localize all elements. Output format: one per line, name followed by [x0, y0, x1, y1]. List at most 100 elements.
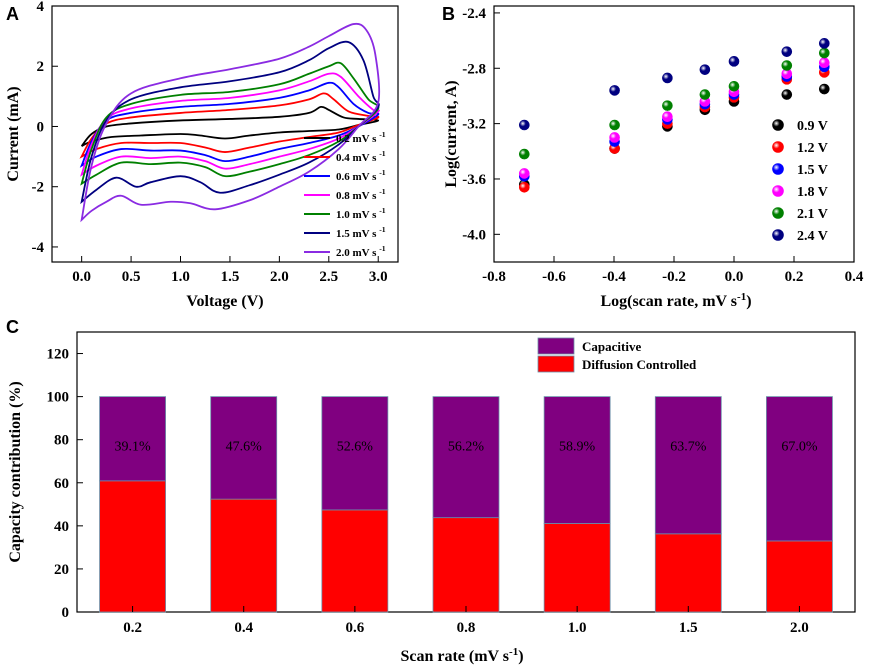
- chart-b-legend-marker: [772, 207, 784, 219]
- chart-a: 0.0 0.5 1.0 1.5 2.0 2.5 3.0 -4 -2 0 2 4 0.2 mV s -…: [5, 0, 399, 310]
- chart-a-legend-label: 0.8 mV s -1: [336, 187, 386, 202]
- panel-label-b: B: [442, 4, 455, 24]
- chart-a-curves: [79, 22, 381, 223]
- chart-b-legend-label: 2.4 V: [797, 229, 828, 244]
- chart-a-y-axis: -4 -2 0 2 4: [32, 0, 58, 256]
- chart-b-legend-label: 1.2 V: [797, 141, 828, 156]
- chart-b-point: [609, 119, 620, 131]
- chart-c-legend-label: Diffusion Controlled: [582, 357, 697, 372]
- chart-c-legend-swatch: [537, 337, 575, 355]
- chart-c-bar-capacitive: [210, 396, 278, 500]
- chart-c-y-tick-label: 120: [47, 347, 70, 363]
- chart-b-point: [518, 168, 530, 179]
- panel-label-c: C: [6, 317, 19, 337]
- chart-b-point: [818, 83, 830, 95]
- chart-b-legend-marker: [772, 229, 784, 241]
- chart-a-x-tick-label: 0.5: [122, 269, 141, 285]
- chart-a-legend-label: 0.4 mV s -1: [336, 149, 386, 164]
- chart-b-point: [518, 148, 530, 160]
- chart-c-x-tick-label: 0.2: [123, 620, 142, 636]
- chart-a-legend-label: 1.5 mV s -1: [336, 225, 386, 240]
- chart-c-legend-label: Capacitive: [582, 339, 641, 354]
- chart-c-bar-capacitive: [432, 396, 500, 519]
- chart-b-point: [662, 100, 673, 111]
- chart-b-y-tick-label: -3.6: [462, 172, 486, 188]
- chart-b-y-axis: -4.0 -3.6 -3.2 -2.8 -2.4: [462, 6, 500, 243]
- chart-b-point: [518, 119, 530, 131]
- chart-c-bar-diffusion: [432, 517, 500, 613]
- chart-a-x-tick-label: 1.0: [171, 269, 190, 285]
- chart-b-x-tick-label: -0.2: [662, 269, 686, 285]
- chart-b-point: [518, 181, 530, 193]
- chart-c-bar-diffusion: [654, 533, 722, 613]
- chart-a-y-tick-label: -2: [32, 180, 45, 196]
- chart-c-x-tick-label: 0.8: [457, 620, 476, 636]
- chart-b-x-tick-label: -0.6: [542, 269, 566, 285]
- chart-b-x-tick-label: -0.8: [482, 269, 506, 285]
- chart-c-ylabel: Capacity contribution (%): [7, 381, 24, 562]
- chart-b-point: [781, 60, 793, 71]
- chart-a-x-tick-label: 2.0: [270, 269, 289, 285]
- chart-c-y-tick-label: 20: [54, 562, 69, 578]
- chart-b-point: [728, 56, 740, 67]
- chart-c-bar-diffusion: [543, 523, 611, 613]
- chart-c-bar-diffusion: [99, 480, 166, 613]
- chart-b-x-tick-label: 0.0: [725, 269, 744, 285]
- chart-b-legend: 0.9 V 1.2 V 1.5 V 1.8 V 2.1 V 2.4 V: [772, 119, 828, 244]
- chart-b-point: [609, 85, 620, 96]
- chart-c-y-tick-label: 60: [54, 476, 69, 492]
- chart-c-data-label: 47.6%: [226, 440, 263, 455]
- chart-c-x-tick-label: 1.0: [568, 620, 587, 636]
- chart-b-legend-marker: [772, 163, 784, 175]
- chart-b-y-tick-label: -2.8: [462, 61, 486, 77]
- chart-a-x-tick-label: 2.5: [319, 269, 338, 285]
- panel-label-a: A: [6, 4, 19, 24]
- chart-b-xlabel: Log(scan rate, mV s-1): [600, 291, 751, 310]
- chart-b-legend-marker: [772, 119, 784, 131]
- chart-b-point: [818, 38, 830, 49]
- chart-c-data-label: 67.0%: [781, 440, 818, 455]
- chart-a-curve: [80, 72, 380, 177]
- chart-b-legend-label: 2.1 V: [797, 207, 828, 222]
- chart-c-bar-capacitive: [321, 396, 389, 511]
- chart-c-y-tick-label: 40: [54, 519, 69, 535]
- chart-b-point: [818, 57, 830, 69]
- chart-a-curve: [79, 81, 380, 168]
- chart-a-legend-label: 1.0 mV s -1: [336, 206, 386, 221]
- chart-c-data-label: 39.1%: [114, 440, 151, 455]
- chart-b-legend-label: 1.5 V: [797, 163, 828, 178]
- chart-b-legend-label: 1.8 V: [797, 185, 828, 200]
- chart-b-x-axis: -0.8 -0.6 -0.4 -0.2 0.0 0.2 0.4: [482, 256, 864, 285]
- chart-a-x-tick-label: 0.0: [72, 269, 91, 285]
- chart-c-bar-capacitive: [766, 396, 833, 542]
- chart-b-point: [662, 111, 673, 123]
- chart-c-x-tick-label: 2.0: [790, 620, 809, 636]
- chart-b-point: [662, 72, 673, 84]
- chart-a-legend-label: 0.6 mV s -1: [336, 168, 386, 183]
- chart-b-point: [699, 89, 711, 100]
- chart-a-x-axis: 0.0 0.5 1.0 1.5 2.0 2.5 3.0: [72, 256, 388, 285]
- chart-b-point: [728, 80, 740, 92]
- chart-c-bar-capacitive: [543, 396, 611, 524]
- chart-c-xlabel: Scan rate (mV s-1): [400, 646, 523, 665]
- chart-a-legend: 0.2 mV s -1 0.4 mV s -1 0.6 mV s -1 0.8 mV …: [304, 130, 386, 259]
- chart-b-y-tick-label: -4.0: [462, 227, 486, 243]
- chart-c-y-tick-label: 80: [54, 433, 69, 449]
- chart-c-data-label: 56.2%: [448, 440, 485, 455]
- chart-a-curve: [79, 92, 380, 159]
- chart-b-point: [609, 132, 620, 143]
- chart-b-y-tick-label: -3.2: [462, 117, 486, 133]
- chart-a-y-tick-label: 4: [37, 0, 45, 15]
- chart-c-x-axis: 0.2 0.4 0.6 0.8 1.0 1.5 2.0: [123, 606, 809, 636]
- chart-b-legend-marker: [772, 141, 784, 153]
- chart-a-frame: [51, 5, 399, 263]
- chart-c-bar-capacitive: [654, 396, 722, 535]
- chart-b: -0.8 -0.6 -0.4 -0.2 0.0 0.2 0.4 -4.0 -3.6 -3.2 -2…: [443, 5, 864, 310]
- chart-c-legend-swatch: [537, 355, 575, 373]
- chart-b-point: [781, 46, 793, 57]
- chart-a-x-tick-label: 1.5: [221, 269, 240, 285]
- chart-b-frame: [493, 5, 855, 263]
- chart-a-curve: [80, 40, 380, 205]
- chart-c-y-tick-label: 0: [62, 605, 70, 621]
- chart-b-legend-marker: [772, 185, 784, 197]
